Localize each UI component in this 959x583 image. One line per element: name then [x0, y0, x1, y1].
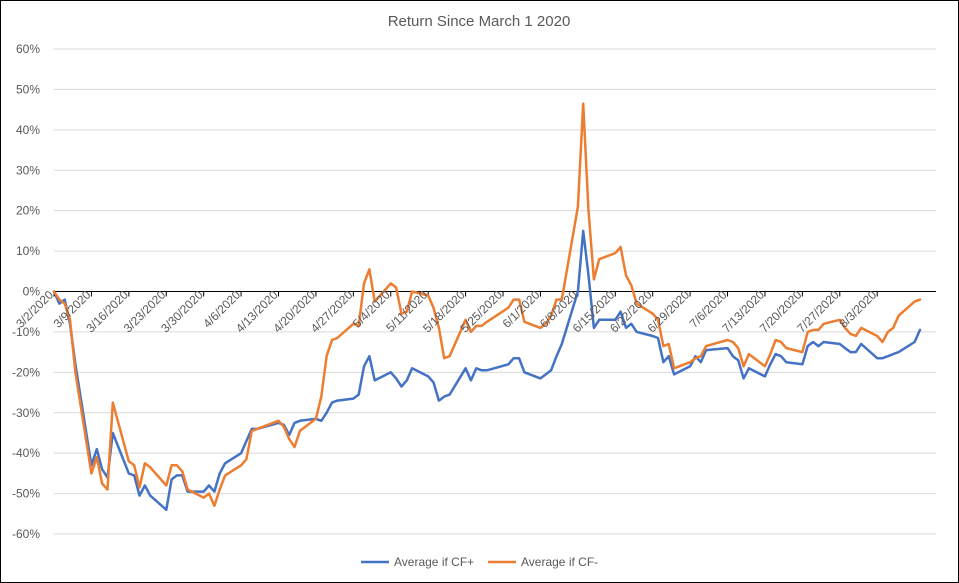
series-line-cf-plus	[52, 229, 922, 512]
series-lines	[52, 102, 922, 512]
legend: Average if CF+ Average if CF-	[361, 555, 598, 569]
legend-label-cf-plus: Average if CF+	[394, 555, 474, 569]
y-tick-label: -20%	[12, 365, 40, 379]
y-tick-label: 40%	[16, 123, 40, 137]
x-tick-label: 8/3/2020	[836, 287, 879, 330]
y-tick-label: 20%	[16, 204, 40, 218]
y-tick-label: 50%	[16, 82, 40, 96]
y-tick-label: 0%	[23, 285, 41, 299]
x-axis	[53, 291, 936, 297]
y-tick-label: 30%	[16, 163, 40, 177]
y-tick-label: -10%	[12, 325, 40, 339]
gridlines	[54, 48, 936, 535]
y-tick-label: -50%	[12, 487, 40, 501]
y-tick-label: -30%	[12, 406, 40, 420]
y-axis-tick-labels: 60% 50% 40% 30% 20% 10% 0% -10% -20% -30% -40% -50%…	[12, 42, 40, 541]
chart-title: Return Since March 1 2020	[388, 13, 571, 30]
x-axis-tick-labels: 3/2/20203/9/20203/16/20203/23/20203/30/2…	[13, 287, 879, 335]
y-tick-label: 60%	[16, 42, 40, 56]
y-tick-label: -40%	[12, 446, 40, 460]
y-tick-label: 10%	[16, 244, 40, 258]
legend-label-cf-minus: Average if CF-	[521, 555, 598, 569]
y-tick-label: -60%	[12, 527, 40, 541]
series-line-cf-minus	[52, 102, 922, 507]
